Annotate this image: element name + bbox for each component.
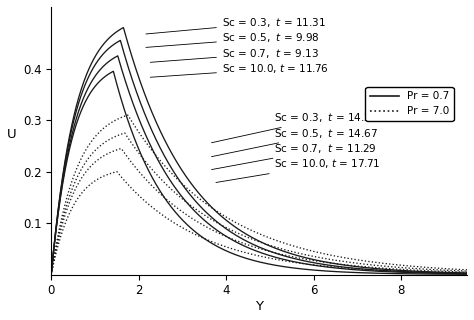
Y-axis label: U: U [7, 128, 17, 141]
Text: Sc = 0.7,  $t$ = 11.29: Sc = 0.7, $t$ = 11.29 [211, 142, 377, 170]
Text: Sc = 0.5,  $t$ = 9.98: Sc = 0.5, $t$ = 9.98 [146, 31, 319, 47]
Legend: Pr = 0.7, Pr = 7.0: Pr = 0.7, Pr = 7.0 [365, 87, 454, 121]
Text: Sc = 0.3,  $t$ = 11.31: Sc = 0.3, $t$ = 11.31 [146, 16, 326, 34]
Text: Sc = 10.0, $t$ = 11.76: Sc = 10.0, $t$ = 11.76 [150, 62, 329, 77]
Text: Sc = 0.3,  $t$ = 14.25: Sc = 0.3, $t$ = 14.25 [211, 111, 378, 143]
Text: Sc = 0.7,  $t$ = 9.13: Sc = 0.7, $t$ = 9.13 [150, 47, 319, 62]
Text: Sc = 10.0, $t$ = 17.71: Sc = 10.0, $t$ = 17.71 [216, 157, 381, 182]
X-axis label: Y: Y [255, 300, 263, 313]
Text: Sc = 0.5,  $t$ = 14.67: Sc = 0.5, $t$ = 14.67 [211, 126, 379, 157]
